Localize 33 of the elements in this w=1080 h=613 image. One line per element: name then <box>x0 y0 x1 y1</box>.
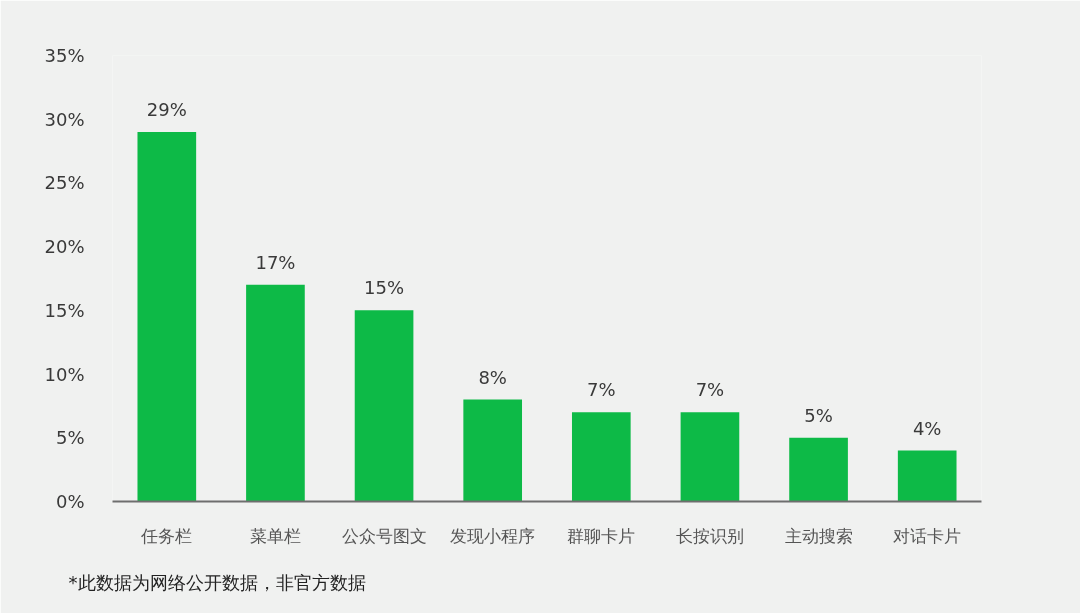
x-tick-label: 群聊卡片 <box>567 525 636 546</box>
bar <box>789 437 848 502</box>
y-tick-label: 15% <box>44 299 85 321</box>
bar <box>897 450 957 502</box>
x-tick-label: 公众号图文 <box>341 525 427 546</box>
bar <box>354 310 414 502</box>
y-tick-label: 25% <box>44 172 85 194</box>
bar <box>246 284 305 502</box>
bar <box>463 399 523 502</box>
bar <box>571 412 631 502</box>
x-tick-label: 发现小程序 <box>450 525 536 546</box>
data-label: 17% <box>255 251 296 273</box>
y-tick-label: 35% <box>44 45 85 66</box>
data-label: 29% <box>146 98 187 120</box>
text: *此数据为网络公开数据，非官方数据 <box>68 571 366 593</box>
x-tick-label: 长按识别 <box>675 525 744 546</box>
data-label: 4% <box>912 417 942 439</box>
x-tick-label: 菜单栏 <box>249 525 301 546</box>
y-tick-label: 10% <box>44 363 85 385</box>
data-label: 15% <box>364 277 405 299</box>
y-tick-label: 30% <box>44 108 85 130</box>
data-label: 8% <box>478 366 507 388</box>
x-tick-label: 对话卡片 <box>893 525 962 546</box>
bar <box>137 131 197 502</box>
x-tick-label: 主动搜索 <box>784 525 853 546</box>
y-tick-label: 0% <box>55 491 85 512</box>
data-label: 7% <box>587 379 616 401</box>
bar <box>680 412 740 502</box>
y-tick-label: 20% <box>44 236 85 258</box>
data-label: 7% <box>695 379 725 401</box>
data-label: 5% <box>804 404 833 426</box>
y-tick-label: 5% <box>55 427 85 449</box>
x-tick-label: 任务栏 <box>140 525 193 546</box>
